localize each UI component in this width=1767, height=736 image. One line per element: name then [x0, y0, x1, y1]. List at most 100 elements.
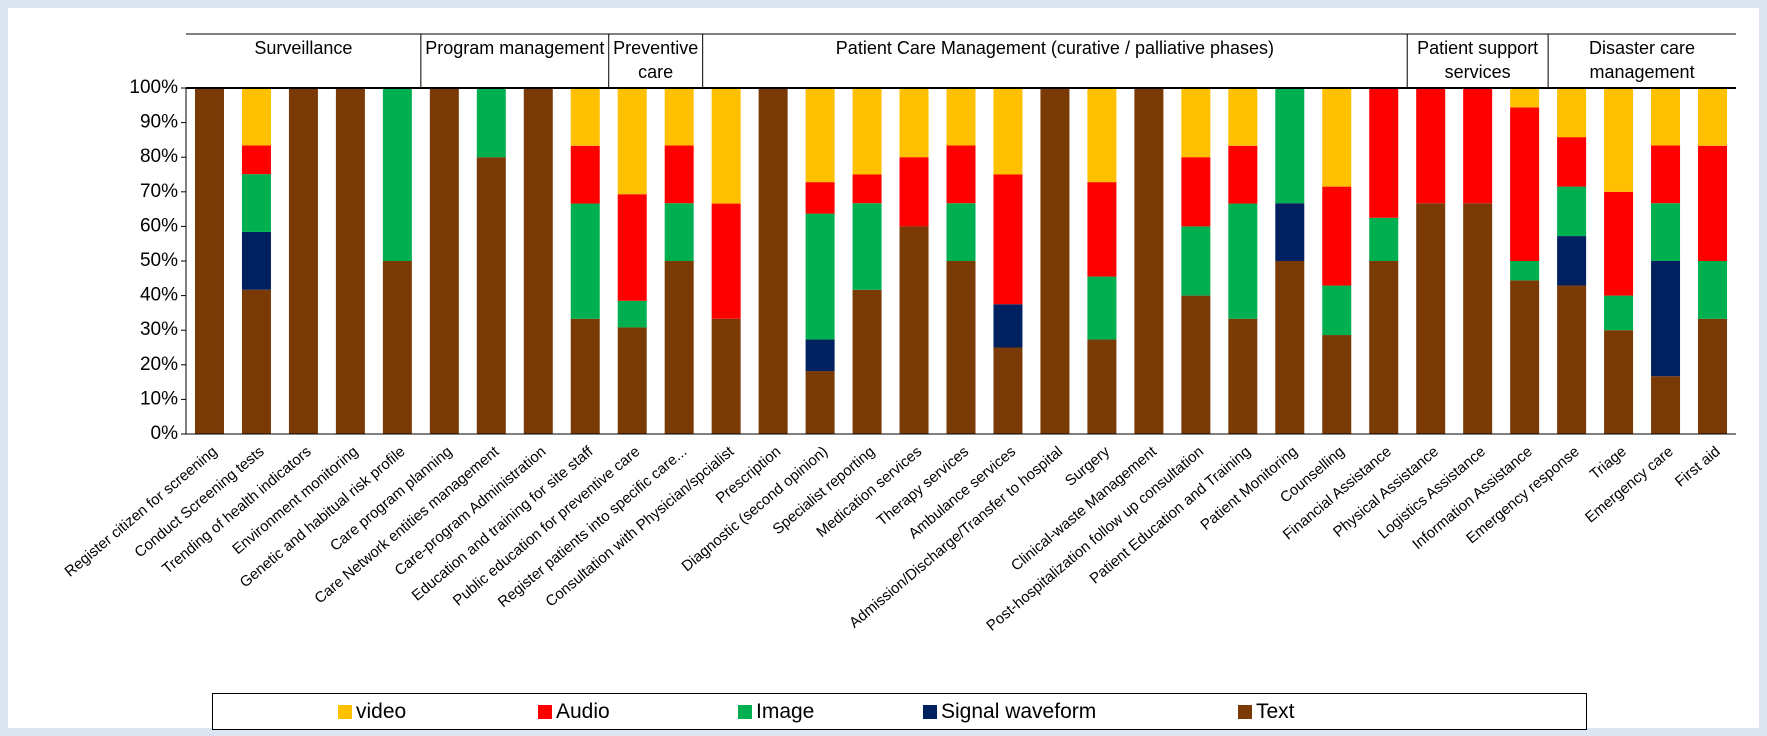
- bar-segment: [946, 261, 976, 434]
- bar-segment: [946, 145, 976, 204]
- bar-segment: [1181, 226, 1211, 296]
- bar-segment: [1322, 285, 1352, 336]
- bar-segment: [1463, 203, 1493, 434]
- x-tick-label: First aid: [1672, 443, 1724, 490]
- bar-segment: [570, 203, 600, 319]
- legend-item: Text: [1238, 700, 1295, 724]
- bar-segment: [1322, 87, 1352, 187]
- bar-segment: [1557, 236, 1587, 286]
- bar-segment: [523, 88, 553, 434]
- bar-segment: [1510, 88, 1540, 108]
- bar-segment: [1322, 335, 1352, 434]
- bar-segment: [476, 157, 506, 434]
- bar-segment: [993, 174, 1023, 305]
- bar-segment: [664, 261, 694, 434]
- legend-label: Audio: [556, 700, 610, 723]
- bar-segment: [1651, 87, 1681, 146]
- legend-label: Image: [756, 700, 815, 723]
- legend-item: Image: [738, 700, 814, 724]
- bar-segment: [1275, 203, 1305, 261]
- bar-segment: [1604, 330, 1634, 434]
- bar-segment: [335, 88, 365, 434]
- bar-segment: [899, 157, 929, 227]
- bar-segment: [805, 339, 835, 372]
- bar-segment: [1416, 203, 1446, 434]
- bar-segment: [1698, 145, 1728, 261]
- bar-segment: [852, 174, 882, 204]
- group-header: Patient support services: [1417, 38, 1539, 82]
- bar-segment: [1369, 217, 1399, 261]
- bar-segment: [852, 203, 882, 290]
- bar-segment: [946, 203, 976, 261]
- legend-swatch: [1238, 705, 1252, 719]
- bar-segment: [1087, 339, 1117, 434]
- legend-item: Signal waveform: [923, 700, 1096, 724]
- bar-segment: [1698, 318, 1728, 434]
- bar-segment: [664, 87, 694, 146]
- y-tick-label: 80%: [140, 146, 178, 167]
- bar-segment: [241, 174, 271, 232]
- bar-segment: [1416, 88, 1446, 204]
- y-tick-label: 60%: [140, 215, 178, 236]
- bar-segment: [1510, 280, 1540, 434]
- y-tick-label: 40%: [140, 285, 178, 306]
- bar-segment: [1181, 88, 1211, 158]
- bar-segment: [1604, 295, 1634, 331]
- bar-segment: [1087, 182, 1117, 277]
- bar-segment: [1651, 376, 1681, 434]
- bar-segment: [1228, 318, 1258, 434]
- bar-segment: [1275, 261, 1305, 434]
- bar-segment: [993, 347, 1023, 434]
- x-tick-label: Triage: [1587, 443, 1630, 483]
- bar-segment: [382, 88, 412, 261]
- bar-segment: [805, 87, 835, 183]
- bar-segment: [1275, 88, 1305, 204]
- bar-segment: [758, 88, 788, 434]
- bar-segment: [1651, 261, 1681, 377]
- bar-segment: [1369, 88, 1399, 218]
- bar-segment: [570, 88, 600, 146]
- y-tick-label: 10%: [140, 388, 178, 409]
- bar-segment: [1604, 88, 1634, 192]
- bar-segment: [617, 194, 647, 301]
- bar-segment: [1087, 87, 1117, 183]
- x-tick-label: Post-hospitalization follow up consultat…: [983, 443, 1207, 635]
- bar-segment: [1087, 276, 1117, 340]
- bar-segment: [1651, 203, 1681, 261]
- y-tick-label: 50%: [140, 250, 178, 271]
- bar-segment: [1369, 261, 1399, 434]
- legend-swatch: [338, 705, 352, 719]
- x-tick-label: Emergency care: [1582, 443, 1677, 526]
- legend-swatch: [738, 705, 752, 719]
- bar-segment: [1698, 88, 1728, 146]
- legend-item: video: [338, 700, 406, 724]
- bar-segment: [1181, 157, 1211, 227]
- bar-segment: [570, 318, 600, 434]
- legend-swatch: [538, 705, 552, 719]
- y-tick-label: 0%: [151, 423, 179, 444]
- bar-segment: [1510, 261, 1540, 281]
- bar-segment: [241, 289, 271, 434]
- group-header: Disaster care management: [1589, 38, 1696, 82]
- legend: video Audio Image Signal waveform Text: [212, 693, 1587, 730]
- bar-segment: [617, 327, 647, 434]
- bar-segment: [570, 145, 600, 204]
- bar-segment: [711, 203, 741, 319]
- bar-segment: [664, 203, 694, 261]
- bar-segment: [1698, 261, 1728, 319]
- bar-segment: [993, 88, 1023, 175]
- bar-segment: [617, 300, 647, 328]
- group-header: Patient Care Management (curative / pall…: [835, 38, 1275, 58]
- bar-segment: [476, 88, 506, 158]
- bar-segment: [1228, 88, 1258, 146]
- bar-segment: [993, 304, 1023, 348]
- y-tick-label: 90%: [140, 112, 178, 133]
- group-header: Surveillance: [254, 38, 353, 58]
- bar-segment: [1228, 145, 1258, 204]
- bar-segment: [1604, 191, 1634, 296]
- legend-label: video: [356, 700, 407, 723]
- bar-segment: [1651, 145, 1681, 204]
- bar-segment: [805, 182, 835, 214]
- bar-segment: [711, 318, 741, 434]
- bar-segment: [1557, 186, 1587, 237]
